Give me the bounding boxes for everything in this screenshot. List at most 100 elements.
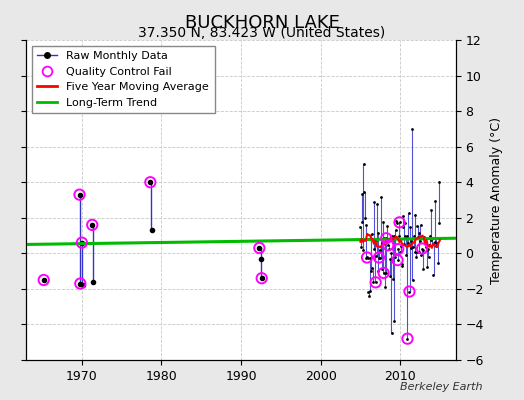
Point: [429, 272, 438, 279]
Point: [408, 126, 416, 132]
Point: [401, 232, 410, 239]
Point: [379, 270, 388, 276]
Point: [395, 219, 403, 226]
Point: [364, 289, 373, 296]
Point: [415, 230, 423, 237]
Point: [412, 248, 421, 255]
Point: [418, 245, 426, 252]
Point: [411, 212, 419, 218]
Point: [370, 246, 378, 252]
Point: [362, 222, 370, 228]
Point: [401, 220, 409, 226]
Point: [405, 210, 413, 217]
Point: [414, 234, 422, 240]
Point: [390, 318, 398, 324]
Point: [392, 220, 401, 226]
Point: [360, 189, 368, 195]
Point: [424, 254, 433, 260]
Point: [376, 254, 385, 261]
Point: [373, 200, 381, 207]
Point: [367, 268, 375, 274]
Point: [385, 273, 394, 279]
Point: [361, 215, 369, 221]
Point: [428, 235, 436, 242]
Point: [88, 222, 96, 228]
Point: [404, 240, 412, 246]
Point: [365, 288, 374, 294]
Point: [76, 280, 84, 287]
Point: [427, 206, 435, 213]
Point: [394, 246, 402, 252]
Point: [431, 238, 439, 245]
Point: [417, 222, 425, 228]
Point: [383, 223, 391, 229]
Point: [431, 198, 440, 204]
Point: [374, 230, 383, 236]
Point: [357, 219, 366, 225]
Point: [369, 199, 378, 205]
Point: [418, 245, 426, 252]
Point: [381, 284, 389, 290]
Point: [419, 266, 428, 272]
Point: [375, 247, 384, 253]
Point: [403, 336, 412, 342]
Point: [399, 224, 407, 230]
Point: [433, 240, 442, 246]
Point: [365, 293, 373, 299]
Point: [398, 263, 407, 269]
Point: [372, 253, 380, 259]
Point: [402, 232, 411, 239]
Point: [377, 194, 385, 200]
Point: [384, 242, 392, 248]
Text: BUCKHORN LAKE: BUCKHORN LAKE: [184, 14, 340, 32]
Point: [405, 288, 413, 295]
Point: [422, 264, 431, 270]
Point: [359, 247, 367, 253]
Point: [425, 242, 433, 249]
Point: [419, 246, 427, 253]
Point: [409, 276, 417, 283]
Point: [423, 247, 432, 253]
Y-axis label: Temperature Anomaly (°C): Temperature Anomaly (°C): [489, 116, 503, 284]
Point: [395, 219, 403, 226]
Text: 37.350 N, 83.423 W (United States): 37.350 N, 83.423 W (United States): [138, 26, 386, 40]
Point: [435, 179, 443, 186]
Point: [362, 254, 370, 261]
Point: [424, 246, 432, 252]
Point: [384, 236, 392, 242]
Point: [371, 238, 379, 244]
Point: [257, 275, 266, 282]
Point: [372, 279, 380, 286]
Point: [255, 245, 264, 251]
Point: [363, 254, 371, 261]
Point: [411, 249, 420, 256]
Point: [422, 244, 430, 250]
Point: [421, 239, 430, 246]
Text: Berkeley Earth: Berkeley Earth: [400, 382, 482, 392]
Point: [420, 234, 428, 241]
Point: [417, 252, 425, 258]
Point: [377, 240, 386, 246]
Point: [389, 233, 398, 239]
Point: [379, 219, 387, 226]
Point: [387, 330, 396, 336]
Point: [364, 254, 372, 261]
Point: [369, 279, 377, 285]
Point: [392, 218, 400, 224]
Point: [388, 232, 397, 239]
Point: [382, 235, 390, 242]
Point: [368, 265, 377, 271]
Point: [413, 223, 422, 230]
Point: [396, 249, 405, 255]
Point: [146, 179, 155, 186]
Point: [429, 241, 437, 247]
Point: [379, 270, 388, 276]
Point: [363, 254, 371, 261]
Point: [75, 192, 84, 198]
Point: [382, 235, 390, 242]
Point: [375, 254, 383, 261]
Point: [412, 254, 420, 260]
Point: [399, 213, 408, 219]
Point: [389, 276, 397, 282]
Point: [394, 257, 402, 263]
